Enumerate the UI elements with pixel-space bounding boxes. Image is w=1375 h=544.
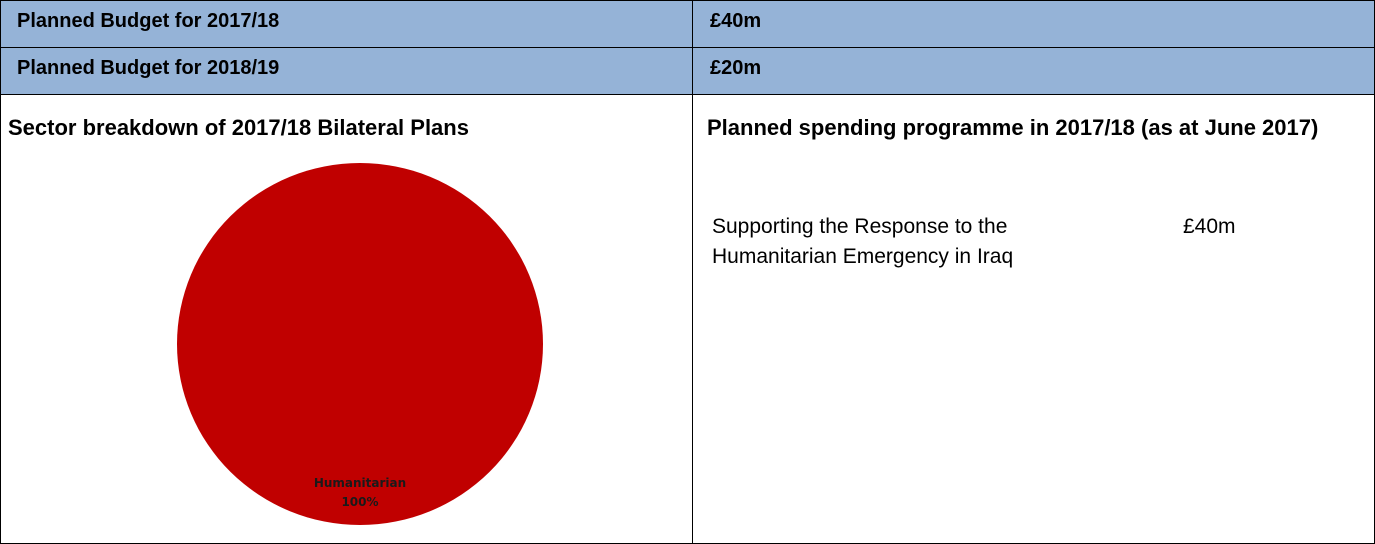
budget-row-value: £20m bbox=[710, 57, 761, 80]
budget-row-2018-19: Planned Budget for 2018/19 £20m bbox=[1, 48, 1374, 95]
budget-row-label: Planned Budget for 2017/18 bbox=[17, 10, 279, 33]
pie-svg: Humanitarian 100% bbox=[175, 161, 545, 527]
pie-data-label-percent: 100% bbox=[341, 495, 378, 509]
budget-row-2017-18: Planned Budget for 2017/18 £40m bbox=[1, 1, 1374, 48]
programme-name: Supporting the Response to the Humanitar… bbox=[712, 212, 1102, 272]
budget-row-label: Planned Budget for 2018/19 bbox=[17, 57, 279, 80]
spending-programme-title: Planned spending programme in 2017/18 (a… bbox=[707, 112, 1327, 144]
pie-slice-humanitarian bbox=[177, 163, 543, 525]
sector-pie-chart: Humanitarian 100% bbox=[175, 161, 545, 527]
column-divider bbox=[692, 0, 693, 544]
pie-data-label-category: Humanitarian bbox=[314, 476, 406, 490]
sector-breakdown-title: Sector breakdown of 2017/18 Bilateral Pl… bbox=[8, 112, 469, 144]
programme-amount: £40m bbox=[1183, 212, 1236, 242]
budget-row-value: £40m bbox=[710, 10, 761, 33]
